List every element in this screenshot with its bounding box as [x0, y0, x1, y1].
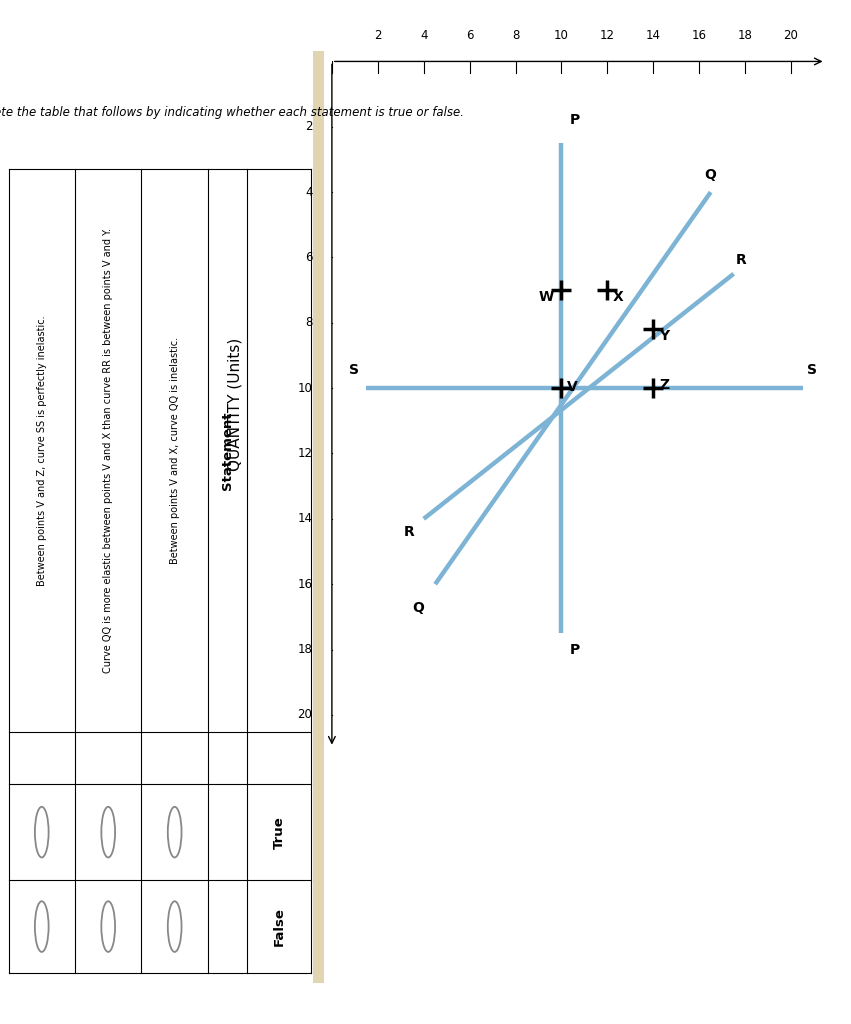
Text: 2: 2 [374, 29, 381, 42]
Text: S: S [807, 362, 817, 377]
Text: 6: 6 [305, 251, 312, 264]
Text: 18: 18 [738, 29, 752, 42]
Text: 18: 18 [298, 643, 312, 656]
Text: Between points V and X, curve QQ is inelastic.: Between points V and X, curve QQ is inel… [169, 337, 180, 564]
Text: 2: 2 [305, 120, 312, 133]
Text: 14: 14 [646, 29, 660, 42]
Text: R: R [736, 253, 746, 267]
Text: 8: 8 [305, 316, 312, 330]
Text: 12: 12 [600, 29, 615, 42]
Text: 4: 4 [305, 185, 312, 199]
Text: Z: Z [659, 378, 669, 392]
Text: 16: 16 [297, 578, 312, 591]
Text: P: P [569, 643, 580, 657]
Text: 20: 20 [784, 29, 798, 42]
Text: P: P [569, 113, 580, 127]
Text: 4: 4 [420, 29, 427, 42]
Text: Y: Y [659, 330, 669, 343]
Text: 16: 16 [692, 29, 706, 42]
Text: 10: 10 [554, 29, 569, 42]
Text: Curve QQ is more elastic between points V and X than curve RR is between points : Curve QQ is more elastic between points … [103, 227, 113, 673]
Text: Between points V and Z, curve SS is perfectly inelastic.: Between points V and Z, curve SS is perf… [37, 315, 47, 586]
Text: Q: Q [412, 600, 424, 614]
Text: 6: 6 [465, 29, 473, 42]
Text: True: True [272, 816, 285, 849]
Text: 12: 12 [297, 447, 312, 460]
Text: X: X [613, 290, 624, 304]
Text: S: S [350, 362, 359, 377]
Text: False: False [272, 907, 285, 946]
Text: Using the graph, complete the table that follows by indicating whether each stat: Using the graph, complete the table that… [0, 106, 464, 119]
Text: V: V [568, 380, 578, 394]
Text: QUANTITY (Units): QUANTITY (Units) [228, 338, 243, 471]
Text: Q: Q [704, 168, 716, 182]
Text: R: R [403, 525, 414, 540]
Text: 10: 10 [298, 382, 312, 394]
Text: W: W [539, 290, 554, 304]
Text: 14: 14 [297, 512, 312, 525]
Text: Statement: Statement [221, 411, 234, 489]
Text: 8: 8 [511, 29, 519, 42]
Text: 20: 20 [298, 709, 312, 721]
